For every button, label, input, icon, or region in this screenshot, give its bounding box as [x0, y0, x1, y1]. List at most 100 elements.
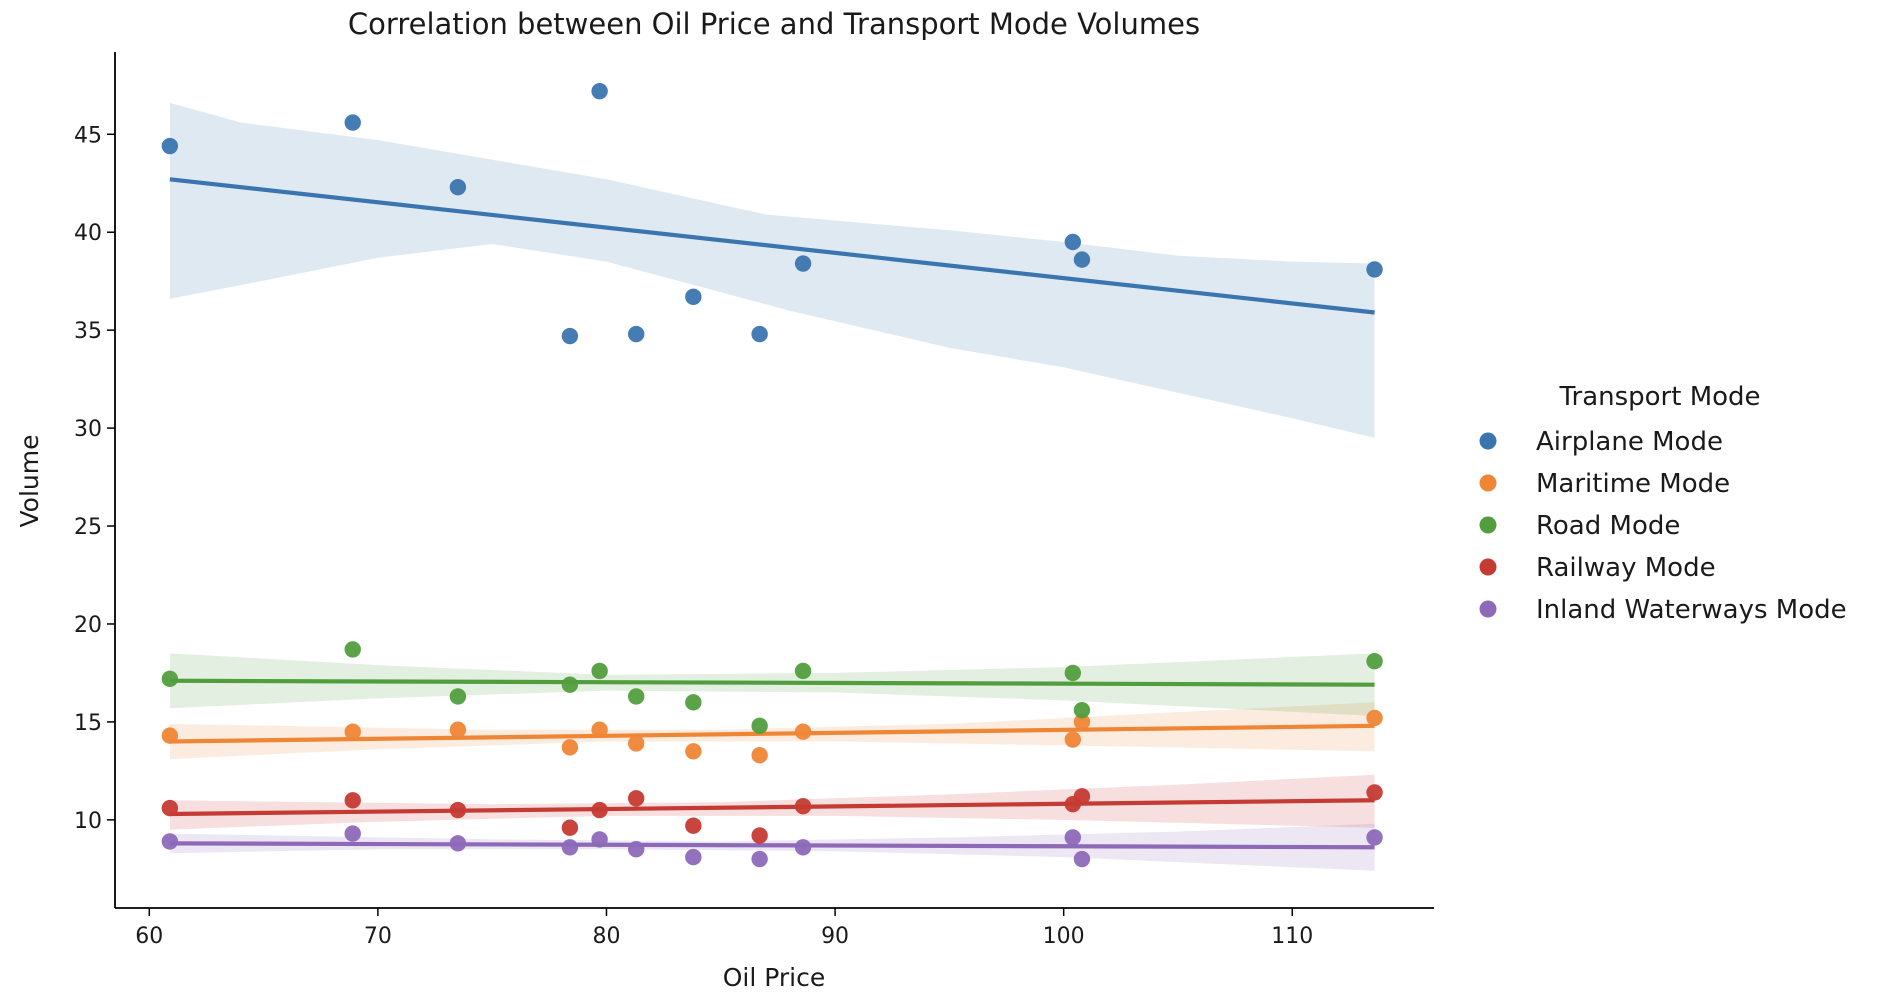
legend-label: Inland Waterways Mode [1536, 595, 1847, 625]
x-axis-ticks: 60 70 80 90 100 110 [135, 908, 1313, 949]
y-axis-label: Volume [15, 435, 44, 528]
data-point [751, 325, 768, 343]
y-tick-label: 45 [74, 123, 102, 148]
x-tick-label: 100 [1043, 924, 1085, 949]
data-point [449, 835, 467, 852]
legend-label: Maritime Mode [1536, 469, 1730, 499]
data-point [794, 723, 812, 740]
data-point [1064, 829, 1082, 846]
x-tick-label: 80 [592, 924, 620, 949]
data-point [344, 723, 361, 740]
data-point [1366, 784, 1383, 801]
data-point [561, 739, 579, 756]
data-point [627, 790, 645, 807]
y-tick-label: 15 [74, 711, 102, 736]
data-point [161, 727, 179, 744]
data-point [627, 325, 645, 343]
data-point [1064, 233, 1082, 251]
data-point [794, 797, 812, 815]
legend-marker [1479, 516, 1497, 534]
data-point [344, 114, 361, 131]
data-point [1073, 788, 1091, 805]
y-tick-label: 35 [74, 319, 102, 344]
data-point [685, 817, 702, 834]
x-tick-label: 70 [364, 924, 392, 949]
regression-line-4 [169, 841, 1375, 850]
y-tick-label: 30 [74, 417, 102, 442]
legend-label: Road Mode [1536, 511, 1680, 541]
axes [114, 52, 1434, 909]
data-point [161, 137, 179, 155]
data-point [751, 747, 768, 764]
confidence-band-0 [169, 102, 1375, 438]
data-point [751, 850, 768, 868]
data-point [344, 825, 361, 842]
data-point [561, 676, 579, 693]
data-point [627, 688, 645, 705]
regression-line-1 [169, 723, 1375, 744]
data-point [591, 721, 608, 738]
data-point [449, 801, 467, 819]
data-point [627, 735, 645, 752]
chart-title: Correlation between Oil Price and Transp… [348, 7, 1200, 41]
data-point [344, 792, 361, 809]
data-point [561, 839, 579, 856]
data-point [161, 833, 179, 850]
regression-line-2 [169, 678, 1375, 687]
data-point [591, 801, 608, 819]
data-point [627, 841, 645, 858]
legend-title: Transport Mode [1558, 382, 1760, 412]
regression-lines [169, 177, 1375, 850]
legend: Transport Mode Airplane Mode Maritime Mod… [1479, 382, 1847, 625]
data-point [794, 839, 812, 856]
data-point [685, 743, 702, 760]
x-axis-label: Oil Price [723, 963, 826, 992]
data-point [561, 819, 579, 836]
y-tick-label: 20 [74, 613, 102, 638]
data-point [1366, 709, 1383, 727]
data-point [685, 288, 702, 306]
legend-marker [1479, 474, 1497, 492]
data-point [1366, 652, 1383, 670]
legend-marker [1479, 600, 1497, 618]
data-point [1064, 664, 1082, 682]
data-point [344, 641, 361, 658]
data-point [751, 827, 768, 844]
data-points [161, 82, 1383, 868]
regression-line-0 [169, 177, 1375, 315]
y-axis-ticks: 10 15 20 25 30 35 40 45 [74, 123, 115, 834]
confidence-band-3 [169, 774, 1375, 830]
data-point [449, 688, 467, 705]
legend-marker [1479, 432, 1497, 450]
data-point [751, 717, 768, 735]
data-point [794, 662, 812, 680]
x-tick-label: 90 [821, 924, 849, 949]
data-point [1073, 251, 1091, 268]
confidence-bands [169, 102, 1375, 871]
regression-line-3 [169, 798, 1375, 817]
data-point [1073, 701, 1091, 719]
data-point [449, 721, 467, 738]
data-point [794, 255, 812, 272]
data-point [591, 662, 608, 680]
legend-label: Airplane Mode [1536, 427, 1723, 457]
data-point [1366, 261, 1383, 278]
legend-marker [1479, 558, 1497, 576]
data-point [449, 178, 467, 196]
y-tick-label: 40 [74, 221, 102, 246]
data-point [1073, 713, 1091, 731]
data-point [1064, 731, 1082, 748]
y-tick-label: 10 [74, 809, 102, 834]
x-tick-label: 110 [1271, 924, 1313, 949]
x-tick-label: 60 [135, 924, 163, 949]
data-point [161, 670, 179, 688]
data-point [685, 694, 702, 711]
legend-label: Railway Mode [1536, 553, 1716, 583]
data-point [1073, 850, 1091, 868]
data-point [685, 848, 702, 866]
data-point [161, 799, 179, 817]
data-point [591, 831, 608, 848]
data-point [561, 327, 579, 345]
data-point [591, 82, 608, 100]
